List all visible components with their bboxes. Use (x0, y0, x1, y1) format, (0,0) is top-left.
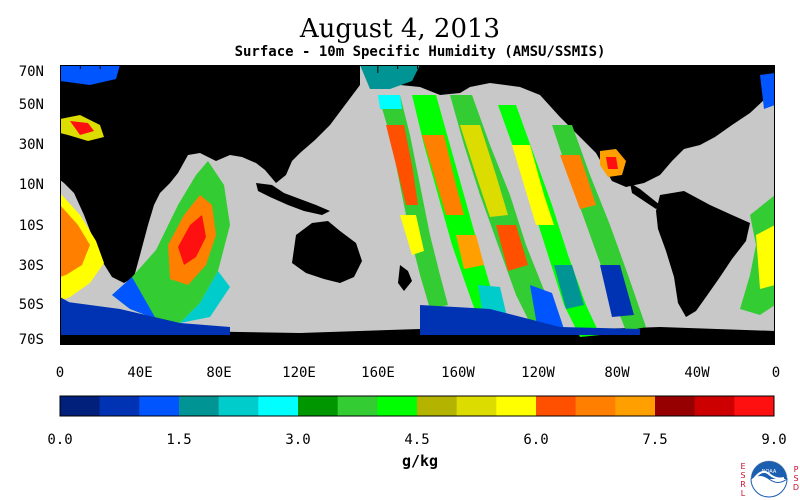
landmass-eurasia-africa (60, 65, 360, 283)
noaa-logo-icon: NOAA (750, 460, 788, 498)
colorbar-swatch (377, 396, 418, 416)
lon-label-160w: 160W (441, 365, 475, 381)
colorbar-units: g/kg (401, 452, 439, 470)
colorbar-label-6: 9.0 (761, 432, 787, 448)
swath-mediterranean (60, 115, 104, 141)
colorbar-swatch (575, 396, 616, 416)
landmass-north-america (360, 65, 775, 187)
lat-label-30n: 30N (18, 137, 44, 153)
lon-label-0-east: 0 (771, 365, 781, 381)
colorbar-swatch (179, 396, 219, 416)
page-title: August 4, 2013 (299, 14, 501, 44)
lat-label-30s: 30S (18, 258, 44, 274)
page-subtitle: Surface - 10m Specific Humidity (AMSU/SS… (234, 44, 606, 60)
colorbar-swatch (99, 396, 140, 416)
landmass-central-america (630, 183, 660, 209)
lat-label-70s: 70S (18, 332, 44, 348)
colorbar-swatch (60, 396, 100, 416)
colorbar-swatch (694, 396, 735, 416)
landmass-new-zealand (398, 265, 412, 291)
lon-label-160e: 160E (361, 365, 395, 381)
swath-indian-ocean (112, 161, 230, 323)
lat-label-10n: 10N (18, 177, 44, 193)
colorbar-border (59, 395, 775, 417)
lon-label-120w: 120W (521, 365, 555, 381)
colorbar-label-5: 7.5 (642, 432, 668, 448)
lon-label-40w: 40W (684, 365, 710, 381)
colorbar-label-2: 3.0 (285, 432, 311, 448)
lon-label-0: 0 (55, 365, 65, 381)
noaa-logo-text: NOAA (762, 469, 777, 475)
swath-pacific-5 (552, 125, 646, 331)
colorbar-swatch (615, 396, 656, 416)
landmass-south-america (656, 191, 750, 317)
swath-atlantic-west (740, 73, 775, 315)
landmass-greenland (720, 65, 760, 99)
psd-text: PSD (792, 465, 800, 492)
landmass-australia (292, 221, 362, 283)
lon-label-80w: 80W (604, 365, 630, 381)
landmass-maritime-continent (256, 183, 330, 215)
lat-label-50s: 50S (18, 297, 44, 313)
colorbar (59, 395, 775, 417)
esrl-text: ESRL (740, 462, 746, 498)
colorbar-swatch (655, 396, 695, 416)
lat-label-50n: 50N (18, 97, 44, 113)
colorbar-swatch (298, 396, 338, 416)
colorbar-swatch (536, 396, 576, 416)
colorbar-label-3: 4.5 (404, 432, 430, 448)
swath-southern-ocean (60, 301, 640, 335)
colorbar-swatch (258, 396, 299, 416)
colorbar-label-4: 6.0 (523, 432, 549, 448)
swath-pacific-4 (498, 105, 600, 337)
colorbar-swatch (496, 396, 537, 416)
swath-caribbean (600, 149, 626, 177)
lon-label-40e: 40E (127, 365, 153, 381)
colorbar-swatch (139, 396, 180, 416)
colorbar-swatch (456, 396, 497, 416)
colorbar-swatch (417, 396, 457, 416)
swath-pacific-1 (378, 95, 448, 309)
colorbar-swatch (337, 396, 378, 416)
lon-label-80e: 80E (206, 365, 232, 381)
lon-label-120e: 120E (282, 365, 316, 381)
colorbar-swatch (218, 396, 259, 416)
swath-pacific-3 (450, 95, 564, 331)
lat-label-10s: 10S (18, 218, 44, 234)
colorbar-label-1: 1.5 (166, 432, 192, 448)
swath-north-atlantic (60, 65, 420, 89)
lat-label-70n: 70N (18, 64, 44, 80)
swath-pacific-2 (412, 95, 508, 323)
colorbar-swatch (734, 396, 775, 416)
humidity-map (60, 65, 775, 345)
colorbar-label-0: 0.0 (47, 432, 73, 448)
